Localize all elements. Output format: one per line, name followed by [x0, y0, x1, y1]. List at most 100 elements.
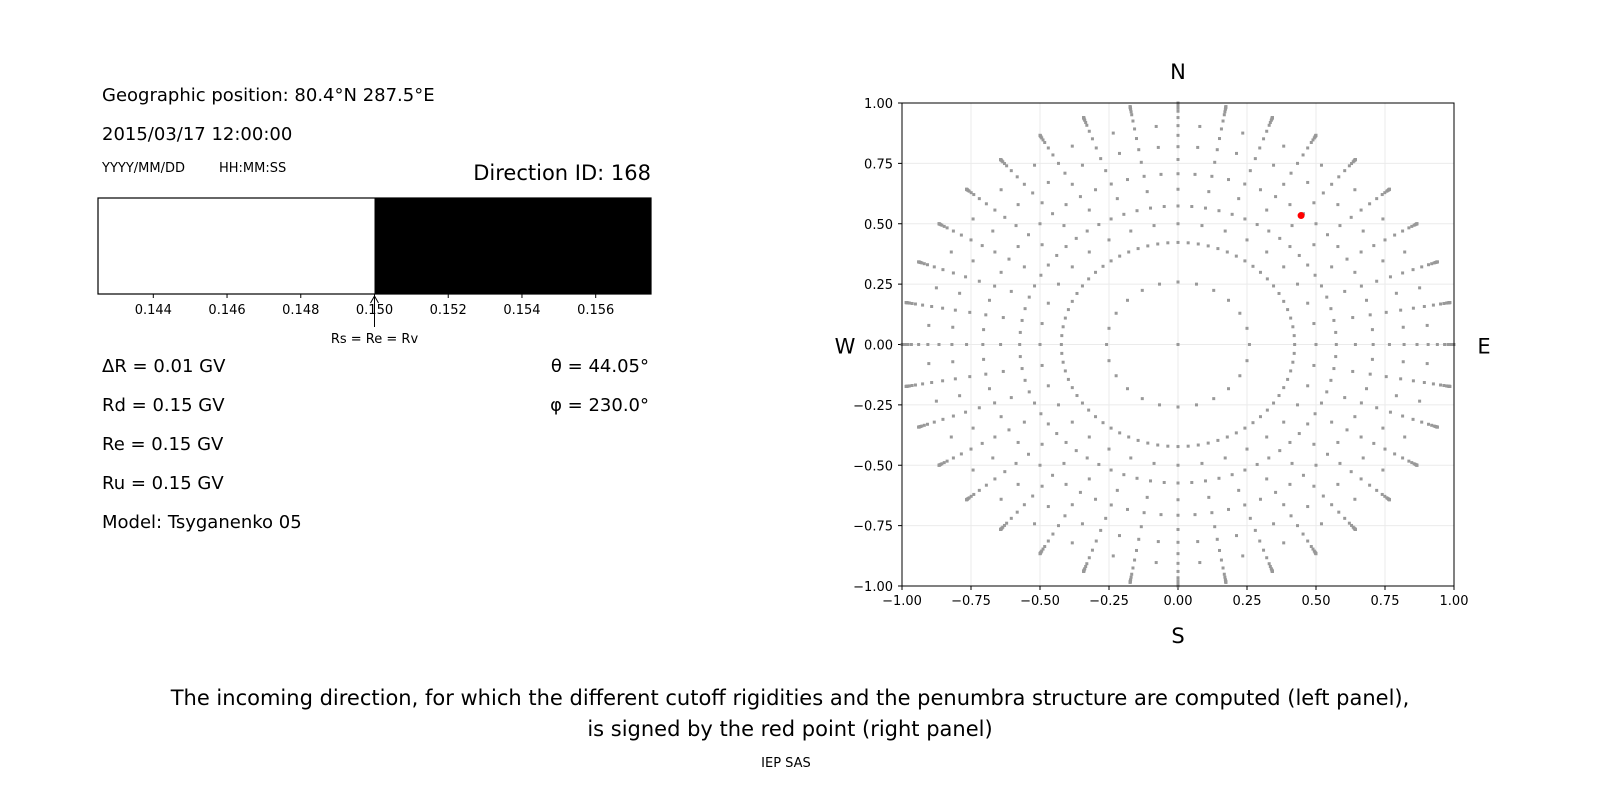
direction-point: [1282, 420, 1286, 424]
direction-point: [1448, 301, 1452, 305]
direction-point: [1251, 264, 1255, 268]
direction-point: [1176, 579, 1180, 583]
direction-point: [1156, 242, 1160, 246]
direction-point: [984, 313, 988, 317]
direction-point: [1026, 233, 1030, 237]
direction-point: [1043, 140, 1047, 144]
direction-point: [1127, 435, 1131, 439]
direction-point: [1159, 513, 1163, 517]
direction-point: [1196, 145, 1200, 149]
direction-point: [984, 202, 988, 206]
penumbra-segment-allowed: [98, 198, 375, 294]
direction-point: [1337, 175, 1341, 179]
direction-point: [1375, 488, 1379, 492]
direction-point: [1046, 384, 1050, 388]
direction-point: [1435, 425, 1439, 429]
direction-point: [999, 188, 1003, 192]
direction-point: [1381, 426, 1385, 430]
direction-point: [1015, 510, 1019, 514]
direction-point: [1196, 242, 1200, 246]
direction-point: [1272, 163, 1276, 167]
direction-point: [1265, 277, 1269, 281]
direction-point: [1296, 403, 1300, 407]
direction-point: [1387, 343, 1391, 346]
direction-point: [1289, 514, 1293, 518]
direction-point: [987, 387, 991, 391]
direction-point: [1351, 316, 1355, 320]
direction-point: [1383, 494, 1387, 498]
direction-point: [1176, 280, 1180, 284]
direction-point: [1145, 190, 1149, 194]
direction-point: [1022, 265, 1026, 269]
direction-point: [1064, 245, 1068, 249]
direction-point: [1038, 463, 1042, 467]
x-tick-label: 0.50: [1302, 594, 1331, 609]
direction-point: [1267, 456, 1271, 460]
direction-point: [1166, 444, 1170, 448]
direction-point: [1265, 208, 1269, 212]
direction-point: [1041, 547, 1045, 551]
direction-point: [1248, 169, 1252, 173]
direction-point: [1094, 146, 1098, 150]
direction-point: [1125, 298, 1129, 302]
direction-point: [1109, 468, 1113, 472]
direction-point: [1176, 204, 1180, 208]
compass-west: W: [835, 335, 856, 359]
direction-point: [1350, 523, 1354, 527]
direction-point: [1040, 243, 1044, 247]
direction-point: [999, 497, 1003, 501]
direction-point: [1128, 105, 1132, 109]
direction-point: [934, 286, 938, 290]
direction-point: [1218, 137, 1222, 141]
direction-point: [1190, 480, 1194, 484]
direction-point: [1176, 498, 1180, 502]
direction-point: [1401, 360, 1405, 364]
direction-point: [913, 383, 917, 387]
direction-point: [1375, 279, 1379, 283]
direction-point: [1070, 144, 1074, 148]
direction-point: [1334, 355, 1338, 359]
direction-point: [1329, 307, 1333, 311]
direction-point: [1238, 311, 1242, 315]
direction-point: [1251, 421, 1255, 425]
direction-point: [1031, 494, 1035, 498]
direction-point: [1274, 195, 1278, 199]
direction-point: [1074, 449, 1078, 453]
direction-point: [1014, 224, 1018, 228]
direction-point: [1319, 163, 1323, 167]
direction-point: [1265, 129, 1269, 133]
direction-point: [1046, 263, 1050, 267]
direction-point: [1336, 440, 1340, 444]
direction-point: [1216, 438, 1220, 442]
direction-point: [1134, 548, 1138, 552]
x-tick-label: −0.75: [951, 594, 991, 609]
direction-point: [1107, 447, 1111, 451]
direction-point: [951, 456, 955, 460]
direction-point: [1176, 527, 1180, 531]
direction-point: [1422, 304, 1426, 308]
direction-point: [1070, 541, 1074, 545]
annotation-label: Rs = Re = Rv: [331, 332, 419, 347]
direction-point: [930, 381, 934, 385]
direction-point: [1388, 410, 1392, 414]
direction-point: [1194, 403, 1198, 407]
direction-point: [1078, 195, 1082, 199]
direction-point: [1221, 566, 1225, 570]
direction-point: [1290, 461, 1294, 465]
y-tick-label: 0.50: [864, 218, 893, 233]
direction-point: [1277, 394, 1281, 398]
direction-point: [1109, 259, 1113, 263]
direction-point: [1345, 428, 1349, 432]
direction-point: [1018, 355, 1022, 359]
direction-point: [1330, 503, 1334, 507]
direction-point: [904, 301, 908, 305]
direction-point: [980, 441, 984, 445]
direction-point: [1118, 254, 1122, 258]
direction-point: [1062, 224, 1066, 228]
direction-point: [958, 291, 962, 295]
direction-point: [1234, 431, 1238, 435]
direction-point: [1277, 291, 1281, 295]
direction-point: [1282, 299, 1286, 303]
direction-point: [1326, 233, 1330, 237]
direction-point: [1401, 414, 1405, 418]
